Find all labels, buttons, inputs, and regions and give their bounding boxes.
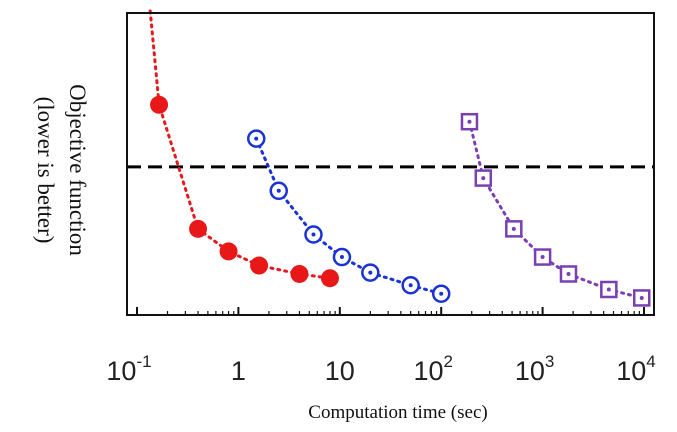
x-tick-label-exp-5: 3 xyxy=(545,352,554,371)
series-2-point-7-dot xyxy=(439,291,444,296)
series-3-point-4-dot xyxy=(540,255,545,260)
x-tick-label-2: 1 xyxy=(231,356,246,386)
series-3-point-2-dot xyxy=(481,176,486,181)
series-3-point-6-dot xyxy=(606,287,611,292)
x-tick-label-base-2: 1 xyxy=(231,356,246,386)
x-tick-label-5: 103 xyxy=(515,352,555,386)
series-2-point-4-dot xyxy=(339,255,344,260)
plot-frame xyxy=(126,12,655,316)
series-1-point-3 xyxy=(219,242,238,261)
series-3-point-7-dot xyxy=(639,295,644,300)
plot-marks xyxy=(127,9,654,307)
series-2-point-2-dot xyxy=(276,188,281,193)
series-2-point-1-dot xyxy=(254,136,259,141)
x-axis-title: Computation time (sec) xyxy=(308,402,487,423)
x-tick-label-base-1: 10 xyxy=(106,356,136,386)
x-tick-label-base-6: 10 xyxy=(616,356,646,386)
x-tick-label-3: 10 xyxy=(325,356,355,386)
x-tick-label-base-3: 10 xyxy=(325,356,355,386)
x-tick-label-base-5: 10 xyxy=(515,356,545,386)
series-2-point-5-dot xyxy=(368,270,373,275)
series-1-point-1 xyxy=(150,95,169,114)
y-axis-title-line1: Objective function xyxy=(65,84,90,256)
x-tick-label-base-4: 10 xyxy=(413,356,443,386)
series-1-line xyxy=(148,9,332,280)
x-axis-ticks: 10-1 1 10 102 103 104 xyxy=(106,307,656,386)
series-1-point-5 xyxy=(290,264,309,283)
x-tick-label-4: 102 xyxy=(413,352,453,386)
series-3-point-5-dot xyxy=(566,271,571,276)
series-2-point-3-dot xyxy=(311,232,316,237)
series-1-point-6 xyxy=(320,269,339,288)
series-3-point-3-dot xyxy=(511,226,516,231)
series-1-point-4 xyxy=(250,256,269,275)
x-tick-label-exp-1: -1 xyxy=(136,352,151,371)
x-tick-label-1: 10-1 xyxy=(106,352,151,386)
series-1-point-2 xyxy=(189,219,208,238)
x-tick-label-exp-6: 4 xyxy=(646,352,655,371)
series-3-line xyxy=(468,120,644,300)
y-axis-title-line2: (lower is better) xyxy=(33,97,58,244)
x-tick-label-6: 104 xyxy=(616,352,656,386)
series-3-point-1-dot xyxy=(467,119,472,124)
y-axis-title: Objective function (lower is better) xyxy=(33,84,90,256)
series-2-point-6-dot xyxy=(408,283,413,288)
x-tick-label-exp-4: 2 xyxy=(443,352,452,371)
